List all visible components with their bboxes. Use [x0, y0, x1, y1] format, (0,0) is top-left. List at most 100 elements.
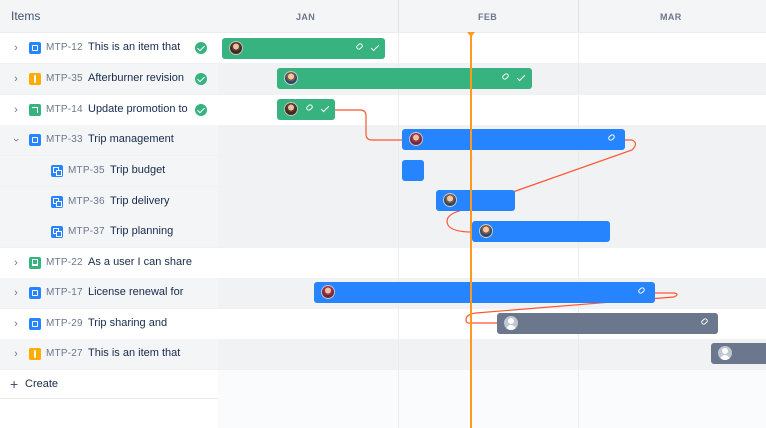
item-summary[interactable]: Trip sharing and [88, 317, 168, 329]
task-icon [29, 134, 41, 146]
link-icon [637, 286, 646, 295]
avatar [409, 132, 423, 146]
item-row[interactable]: › MTP-27 This is an item that [0, 339, 218, 370]
item-row[interactable]: › MTP-17 License renewal for [0, 278, 218, 309]
item-summary[interactable]: This is an item that [88, 41, 181, 53]
idea-icon [29, 73, 41, 85]
today-marker [470, 32, 472, 428]
link-icon [607, 133, 616, 142]
month-divider [398, 0, 399, 32]
avatar [321, 285, 335, 299]
link-icon [355, 42, 364, 51]
item-key[interactable]: MTP-37 [68, 226, 105, 237]
item-row[interactable]: › MTP-22 As a user I can share [0, 248, 218, 279]
avatar [718, 346, 732, 360]
item-key[interactable]: MTP-17 [46, 287, 83, 298]
item-summary[interactable]: Update promotion to [88, 103, 188, 115]
month-divider [578, 0, 579, 32]
item-row[interactable]: › MTP-29 Trip sharing and [0, 309, 218, 340]
item-key[interactable]: MTP-14 [46, 104, 83, 115]
item-summary[interactable]: As a user I can share [88, 256, 192, 268]
timeline-bar[interactable] [277, 99, 335, 120]
item-summary[interactable]: Trip planning [110, 225, 174, 237]
chevron-right-icon[interactable]: › [14, 257, 18, 269]
timeline-bar[interactable] [402, 160, 424, 181]
items-panel: Items › MTP-12 This is an item that › MT… [0, 0, 219, 428]
timeline-bar[interactable] [402, 129, 625, 150]
timeline-bar[interactable] [497, 313, 718, 334]
avatar [504, 316, 518, 330]
chevron-right-icon[interactable]: › [14, 42, 18, 54]
avatar [443, 193, 457, 207]
avatar [479, 224, 493, 238]
item-key[interactable]: MTP-33 [46, 134, 83, 145]
item-row[interactable]: › MTP-35 Afterburner revision [0, 64, 218, 95]
item-summary[interactable]: Trip delivery [110, 195, 170, 207]
timeline-header: JAN FEB MAR [218, 0, 766, 33]
item-row[interactable]: › MTP-12 This is an item that [0, 33, 218, 64]
timeline-bar[interactable] [436, 190, 515, 211]
check-icon [320, 103, 330, 113]
link-icon [501, 72, 510, 81]
item-summary[interactable]: License renewal for [88, 286, 184, 298]
link-icon [305, 103, 314, 112]
task-icon [29, 42, 41, 54]
timeline-bar[interactable] [314, 282, 655, 303]
item-key[interactable]: MTP-27 [46, 348, 83, 359]
timeline-bar[interactable] [222, 38, 385, 59]
task-icon [29, 287, 41, 299]
done-check-icon [195, 104, 207, 116]
done-check-icon [195, 73, 207, 85]
timeline-bar[interactable] [711, 343, 766, 364]
item-summary[interactable]: Afterburner revision [88, 72, 184, 84]
chevron-right-icon[interactable]: › [14, 318, 18, 330]
timeline-row [218, 339, 766, 370]
check-icon [370, 42, 380, 52]
item-summary[interactable]: This is an item that [88, 347, 181, 359]
timeline-row [218, 248, 766, 279]
chevron-right-icon[interactable]: › [14, 73, 18, 85]
subtask-icon [51, 226, 63, 238]
item-row[interactable]: MTP-36 Trip delivery [0, 187, 218, 218]
item-key[interactable]: MTP-29 [46, 318, 83, 329]
items-header: Items [0, 0, 218, 33]
timeline-bar[interactable] [472, 221, 610, 242]
item-row[interactable]: MTP-37 Trip planning [0, 217, 218, 248]
item-summary[interactable]: Trip budget [110, 164, 166, 176]
month-label: FEB [478, 12, 498, 22]
check-icon [516, 72, 526, 82]
month-divider [578, 0, 579, 428]
change-icon [29, 104, 41, 116]
plus-icon: + [10, 376, 19, 392]
month-label: JAN [296, 12, 316, 22]
chevron-down-icon[interactable]: › [10, 138, 22, 142]
chevron-right-icon[interactable]: › [14, 287, 18, 299]
item-key[interactable]: MTP-35 [68, 165, 105, 176]
avatar [229, 41, 243, 55]
avatar [284, 71, 298, 85]
month-label: MAR [660, 12, 682, 22]
subtask-icon [51, 165, 63, 177]
link-icon [700, 317, 709, 326]
timeline-grid: JAN FEB MAR [218, 0, 766, 428]
done-check-icon [195, 42, 207, 54]
subtask-icon [51, 196, 63, 208]
item-key[interactable]: MTP-36 [68, 196, 105, 207]
task-icon [29, 318, 41, 330]
month-divider [398, 0, 399, 428]
create-label: Create [25, 378, 59, 390]
timeline-bar[interactable] [277, 68, 532, 89]
idea-icon [29, 348, 41, 360]
item-row[interactable]: › MTP-33 Trip management [0, 125, 218, 156]
item-summary[interactable]: Trip management [88, 133, 174, 145]
chevron-right-icon[interactable]: › [14, 348, 18, 360]
chevron-right-icon[interactable]: › [14, 104, 18, 116]
item-row[interactable]: MTP-35 Trip budget [0, 156, 218, 187]
story-icon [29, 257, 41, 269]
item-key[interactable]: MTP-22 [46, 257, 83, 268]
item-row[interactable]: › MTP-14 Update promotion to [0, 95, 218, 126]
item-key[interactable]: MTP-12 [46, 42, 83, 53]
create-item-button[interactable]: + Create [0, 370, 218, 399]
item-key[interactable]: MTP-35 [46, 73, 83, 84]
